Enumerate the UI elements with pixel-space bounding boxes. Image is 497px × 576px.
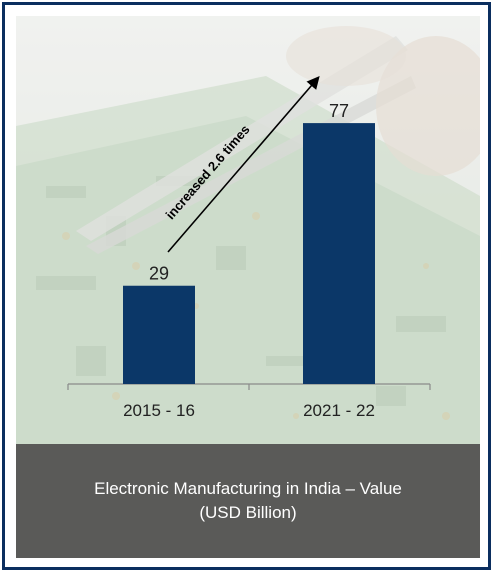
- chart-caption: Electronic Manufacturing in India – Valu…: [16, 444, 480, 558]
- chart-title-line-2: (USD Billion): [199, 503, 297, 522]
- chart-title-line-1: Electronic Manufacturing in India – Valu…: [94, 479, 402, 498]
- x-tick-label-2: 2021 - 22: [303, 401, 375, 420]
- data-label-1: 29: [149, 264, 169, 284]
- bar-1: [123, 285, 195, 384]
- chart-title: Electronic Manufacturing in India – Valu…: [94, 477, 402, 525]
- growth-arrow: [167, 76, 320, 253]
- x-tick-label-1: 2015 - 16: [123, 401, 195, 420]
- bar-2: [303, 123, 375, 384]
- data-label-2: 77: [329, 101, 349, 121]
